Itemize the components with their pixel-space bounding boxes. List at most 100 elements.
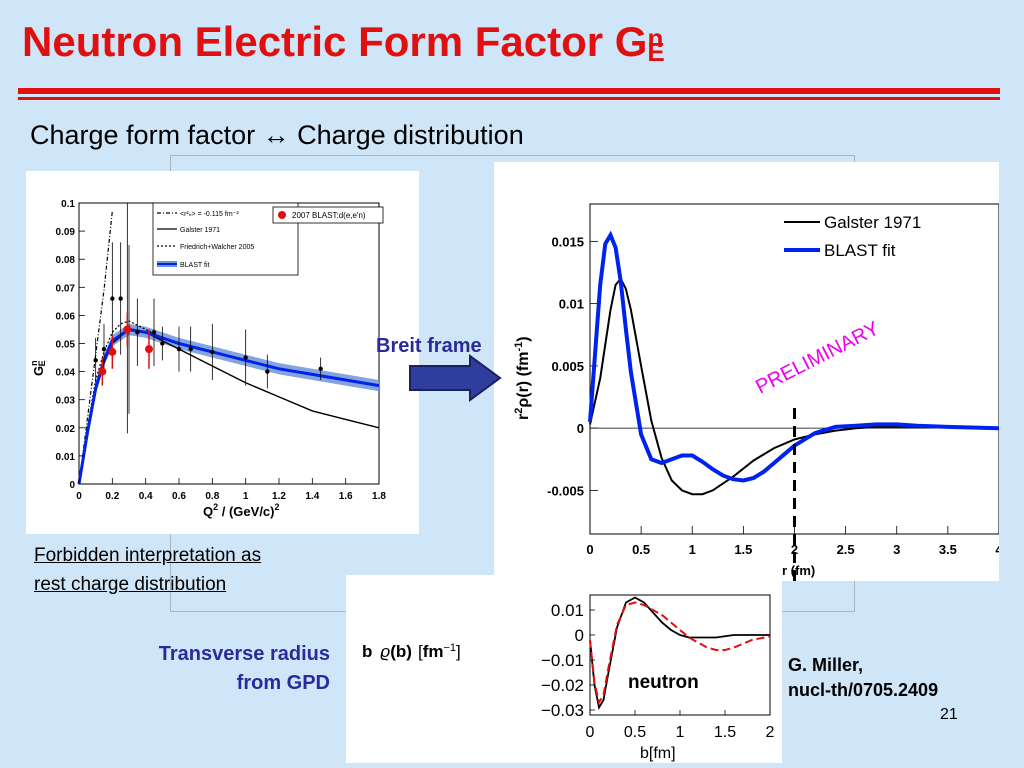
transverse-density-panel: 0 0.5 1 1.5 2 0.01 0 −0.01 −0.02 −0.03 b ϱ(b) [fm−1…: [346, 575, 782, 763]
world-data-point: [151, 330, 157, 335]
x-tick-label: 0.5: [624, 724, 646, 741]
transverse-line-2: from GPD: [236, 672, 330, 694]
x-tick-label: 1.5: [714, 724, 736, 741]
neutron-density-dashed-curve: [589, 601, 771, 706]
x-tick-label: 0: [76, 491, 82, 502]
preliminary-watermark: PRELIMINARY: [752, 317, 882, 398]
blast-2007-point: [108, 347, 117, 356]
world-data-point: [110, 296, 115, 301]
legend-box-2: 2007 BLAST:d(e,e'n): [272, 206, 384, 224]
charge-density-chart: 0 0.5 1 1.5 2 2.5 3 3.5 4 -0.005 0 0.005 0.01 0.015 r…: [513, 203, 1003, 581]
transverse-density-chart: 0 0.5 1 1.5 2 0.01 0 −0.01 −0.02 −0.03 b ϱ(b) [fm−1…: [362, 594, 775, 762]
y-tick-label: 0.01: [551, 601, 584, 620]
y-tick-label: 0.01: [56, 452, 76, 463]
blast-fit-band: [79, 323, 379, 484]
x-axis-label: r (fm): [782, 563, 815, 578]
y-axis-label: r2ρ(r) (fm-1): [513, 336, 532, 420]
world-data-point: [93, 358, 98, 363]
y-tick-label: 0: [577, 421, 584, 436]
blast-fit-curve: [588, 230, 1000, 483]
gen-chart-panel: 0 0.2 0.4 0.6 0.8 1 1.2 1.4 1.6 1.8 0 0.01 0.02 0.03 0…: [26, 171, 419, 534]
legend-entry-galster: Galster 1971: [824, 213, 921, 232]
y-tick-label: 0.09: [56, 227, 76, 238]
x-tick-label: 1.2: [272, 491, 286, 502]
citation-reference: nucl-th/0705.2409: [788, 680, 939, 700]
forbidden-line-1: Forbidden interpretation as: [34, 545, 262, 566]
legend-entry-1: <r²ₙ> = -0.115 fm⁻²: [180, 211, 239, 218]
y-tick-label: 0.07: [56, 283, 76, 294]
x-tick-label: 1.8: [372, 491, 386, 502]
y-axis-label: b ϱ(b) [fm−1]: [362, 642, 461, 661]
x-tick-label: 0: [586, 542, 593, 557]
title-rule-thin: [18, 97, 1000, 100]
transverse-radius-note: Transverse radius from GPD: [110, 640, 330, 698]
galster-1971-curve: [589, 276, 1000, 496]
page-title: Neutron Electric Form Factor GnE: [22, 16, 665, 68]
blast-2007-point: [123, 325, 132, 334]
x-tick-label: 0.8: [205, 491, 219, 502]
x-tick-label: 0.2: [105, 491, 119, 502]
legend-marker: [278, 211, 286, 219]
world-data-point: [265, 369, 270, 374]
world-data-point: [118, 296, 123, 301]
world-data-point: [210, 349, 215, 355]
y-tick-label: 0.06: [56, 311, 76, 322]
forbidden-line-2: rest charge distribution: [34, 574, 227, 595]
x-tick-label: 2: [791, 542, 798, 557]
x-axis-label: b[fm]: [640, 745, 676, 762]
world-data-point: [318, 366, 323, 371]
x-tick-label: 1.4: [305, 491, 319, 502]
x-tick-label: 0.4: [139, 491, 153, 502]
x-tick-label: 1: [243, 491, 249, 502]
y-axis-label: GnE: [29, 360, 47, 376]
legend-entry-3: Friedrich+Walcher 2005: [180, 244, 254, 251]
legend-entry-blast-2007: 2007 BLAST:d(e,e'n): [292, 211, 366, 220]
legend-entry-blast: BLAST fit: [824, 241, 896, 260]
x-tick-label: 0.6: [172, 491, 186, 502]
citation-author: G. Miller,: [788, 655, 864, 675]
y-tick-label: 0.04: [56, 368, 76, 379]
legend-entry-2: Galster 1971: [180, 227, 220, 234]
x-axis-label: Q2 / (GeV/c)2: [203, 502, 280, 519]
x-tick-label: 1.6: [339, 491, 353, 502]
subtitle: Charge form factor ↔ Charge distribution: [30, 120, 524, 150]
title-rule-thick: [18, 88, 1000, 94]
neutron-density-curve: [589, 596, 770, 710]
x-tick-label: 2: [766, 724, 775, 741]
y-tick-label: −0.02: [541, 676, 584, 695]
charge-density-panel: 0 0.5 1 1.5 2 2.5 3 3.5 4 -0.005 0 0.005 0.01 0.015 r…: [494, 162, 1003, 581]
legend: Galster 1971 BLAST fit: [784, 213, 921, 260]
y-tick-label: 0.05: [56, 340, 76, 351]
x-tick-label: 3.5: [939, 542, 957, 557]
breit-frame-label: Breit frame: [376, 335, 482, 357]
page-number: 21: [940, 706, 958, 723]
chart-frame: [589, 594, 771, 716]
y-tick-label: 0.005: [551, 359, 584, 374]
x-tick-label: 1: [689, 542, 696, 557]
y-tick-label: 0.08: [56, 255, 76, 266]
x-tick-label: 4: [995, 542, 999, 557]
legend-entry-4: BLAST fit: [180, 262, 209, 269]
world-data-point: [160, 341, 165, 346]
transverse-line-1: Transverse radius: [158, 643, 330, 665]
neutron-label: neutron: [628, 672, 699, 693]
right-arrow-icon: [409, 354, 502, 402]
world-data-point: [188, 346, 193, 352]
x-tick-label: 1.5: [734, 542, 752, 557]
blast-2007-point: [98, 367, 107, 376]
world-data-point: [243, 355, 248, 360]
y-tick-label: −0.01: [541, 651, 584, 670]
x-tick-label: 2.5: [837, 542, 855, 557]
y-tick-label: 0: [575, 626, 584, 645]
y-tick-label: 0.02: [56, 424, 76, 435]
title-superscript: n: [647, 23, 664, 53]
title-subscript: E: [647, 37, 665, 67]
x-tick-label: 0.5: [632, 542, 650, 557]
title-main: Neutron Electric Form Factor G: [22, 18, 648, 65]
y-tick-label: −0.03: [541, 701, 584, 720]
y-tick-label: 0.1: [61, 199, 75, 210]
world-data-point: [135, 330, 140, 335]
y-tick-label: 0: [69, 480, 75, 491]
gen-chart: 0 0.2 0.4 0.6 0.8 1 1.2 1.4 1.6 1.8 0 0.01 0.02 0.03 0…: [29, 199, 386, 519]
x-tick-label: 0: [586, 724, 595, 741]
